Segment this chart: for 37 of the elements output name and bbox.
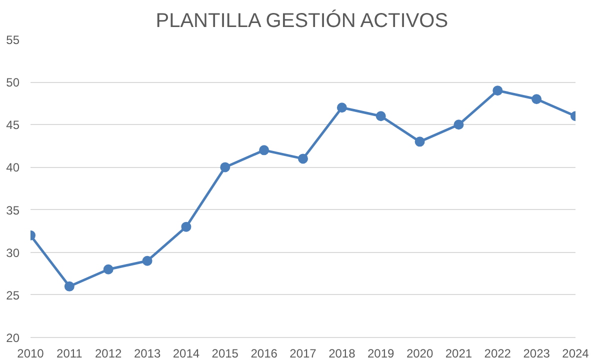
point [259,145,270,156]
point [336,102,347,113]
point [298,154,308,164]
point [142,256,152,266]
x-tick-label: 2017 [290,346,317,360]
point [414,136,425,147]
x-tick-label: 2015 [212,346,239,360]
x-tick-label: 2012 [95,346,122,360]
x-tick-label: 2016 [250,346,278,360]
y-tick-label: 55 [6,33,20,47]
x-tick-label: 2018 [328,346,356,360]
point [64,281,74,292]
point [376,111,386,122]
x-tick-label: 2011 [56,346,83,360]
x-tick-label: 2019 [368,346,395,360]
y-tick-label: 45 [6,118,20,132]
point [492,86,503,96]
x-tick-label: 2014 [172,346,200,360]
y-tick-label: 50 [6,76,20,90]
y-tick-label: 35 [6,203,20,218]
x-tick-label: 2021 [445,346,472,360]
x-tick-label: 2024 [562,346,590,360]
point [532,94,542,104]
y-tick-label: 30 [6,246,20,260]
point [103,264,114,274]
x-tick-label: 2022 [484,346,512,360]
y-tick-label: 25 [6,288,20,302]
point [454,120,464,130]
point [220,162,230,172]
chart-title: PLANTILLA GESTIÓN ACTIVOS [156,9,448,32]
x-tick-label: 2013 [134,346,161,360]
x-tick-label: 2010 [17,346,44,360]
y-tick-label: 40 [6,160,20,175]
y-tick-label: 20 [6,331,20,345]
x-tick-label: 2023 [523,346,550,360]
point [181,222,192,232]
x-tick-label: 2020 [406,346,434,360]
